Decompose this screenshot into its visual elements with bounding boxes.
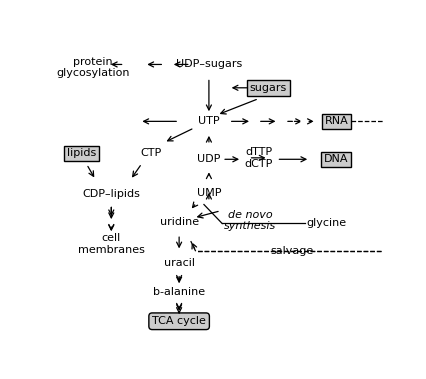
Text: b-alanine: b-alanine xyxy=(153,287,205,297)
Text: glycine: glycine xyxy=(305,219,345,229)
Text: RNA: RNA xyxy=(324,116,347,126)
Text: dTTP
dCTP: dTTP dCTP xyxy=(244,147,272,169)
Text: TCA cycle: TCA cycle xyxy=(152,316,206,326)
Text: uridine: uridine xyxy=(159,217,198,227)
Text: DNA: DNA xyxy=(323,154,348,164)
Text: UMP: UMP xyxy=(196,188,221,198)
Text: CTP: CTP xyxy=(140,149,161,158)
Text: sugars: sugars xyxy=(249,83,286,93)
Text: UDP: UDP xyxy=(197,154,220,164)
Text: uracil: uracil xyxy=(163,258,194,268)
Text: protein
glycosylation: protein glycosylation xyxy=(56,56,130,78)
Text: CDP–lipids: CDP–lipids xyxy=(82,190,140,199)
Text: cell
membranes: cell membranes xyxy=(78,233,144,255)
Text: de novo
synthesis: de novo synthesis xyxy=(224,210,276,231)
Text: UDP–sugars: UDP–sugars xyxy=(176,60,242,69)
Text: lipids: lipids xyxy=(67,149,96,158)
Text: UTP: UTP xyxy=(198,116,219,126)
Text: salvage: salvage xyxy=(269,246,313,256)
